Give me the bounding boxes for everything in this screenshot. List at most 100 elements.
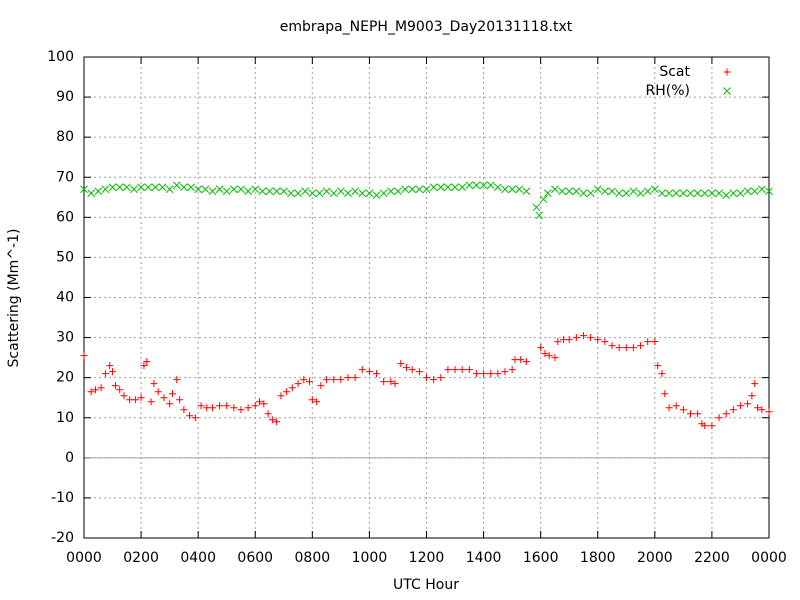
data-point: [180, 183, 188, 192]
data-point: [672, 402, 680, 410]
data-point: [237, 185, 245, 194]
data-point: [201, 185, 210, 194]
x-tick-label: 1400: [466, 550, 502, 566]
data-point: [572, 187, 581, 196]
y-tick-label: 60: [56, 209, 74, 225]
data-point: [539, 195, 548, 204]
data-point: [551, 185, 559, 194]
data-point: [658, 370, 666, 378]
data-point: [551, 354, 559, 362]
data-point: [537, 344, 545, 352]
data-point: [323, 376, 331, 384]
data-point: [379, 189, 388, 198]
data-point: [487, 370, 495, 378]
data-point: [744, 400, 752, 408]
y-tick-label: -10: [51, 490, 74, 506]
data-point: [87, 189, 95, 198]
data-point: [154, 388, 162, 396]
data-point: [397, 360, 405, 368]
data-point: [708, 189, 716, 198]
data-point: [708, 422, 716, 430]
data-point: [187, 183, 195, 192]
data-point: [337, 187, 345, 196]
data-point: [186, 412, 194, 420]
data-point: [294, 189, 302, 198]
data-point: [106, 362, 114, 370]
data-point: [305, 378, 313, 386]
data-point: [545, 352, 553, 360]
y-tick-label: 100: [47, 49, 74, 65]
data-point: [256, 398, 264, 406]
data-point: [391, 380, 399, 388]
data-point: [373, 370, 381, 378]
data-point: [111, 382, 119, 390]
data-point: [272, 187, 281, 196]
data-point: [687, 410, 695, 418]
legend-label: Scat: [659, 64, 690, 80]
data-point: [358, 189, 367, 198]
data-point: [501, 185, 509, 194]
data-point: [386, 187, 395, 196]
data-point: [601, 187, 609, 196]
data-point: [283, 388, 291, 396]
y-tick-label: 80: [56, 129, 74, 145]
data-point: [80, 352, 88, 360]
data-point: [486, 181, 495, 190]
data-point: [423, 374, 430, 382]
data-point: [168, 390, 176, 398]
data-point: [679, 406, 687, 414]
x-tick-label: 0800: [295, 550, 331, 566]
data-point: [265, 187, 274, 196]
data-point: [387, 378, 395, 386]
data-point: [158, 183, 167, 192]
data-point: [308, 396, 316, 404]
data-point: [579, 189, 588, 198]
data-point: [237, 406, 245, 414]
data-point: [330, 376, 338, 384]
y-axis-label: Scattering (Mm^-1): [6, 229, 22, 368]
data-point: [147, 398, 155, 406]
data-point: [494, 183, 502, 192]
data-point: [116, 386, 124, 394]
x-tick-label: 0000: [751, 550, 787, 566]
data-point: [715, 414, 723, 422]
data-point: [729, 406, 737, 414]
data-point: [751, 380, 759, 388]
data-point: [665, 404, 673, 412]
data-point: [517, 356, 525, 364]
data-point: [131, 396, 139, 404]
data-point: [151, 183, 160, 192]
data-point: [522, 358, 530, 366]
data-point: [508, 366, 516, 374]
data-point: [365, 368, 373, 376]
data-point: [251, 402, 259, 410]
data-point: [586, 189, 595, 198]
data-point: [754, 404, 762, 412]
data-point: [451, 366, 459, 374]
data-point: [288, 384, 296, 392]
plot-frame: [83, 56, 770, 539]
x-tick-label: 0400: [180, 550, 216, 566]
data-point: [260, 400, 268, 408]
data-point: [264, 410, 272, 418]
data-point: [651, 338, 659, 346]
data-point: [344, 374, 352, 382]
y-tick-label: 20: [56, 370, 74, 386]
y-tick-label: -20: [51, 530, 74, 546]
legend-label: RH(%): [646, 83, 690, 99]
data-point: [143, 358, 151, 366]
data-point: [109, 368, 117, 376]
data-point: [315, 189, 324, 198]
data-point: [654, 362, 662, 370]
data-point: [313, 398, 321, 406]
data-point: [172, 181, 181, 190]
data-point: [543, 189, 552, 198]
data-point: [279, 187, 288, 196]
data-point: [144, 183, 153, 192]
data-point: [229, 185, 238, 194]
data-point: [615, 189, 624, 198]
data-point: [122, 183, 131, 192]
x-tick-label: 2000: [637, 550, 673, 566]
data-point: [277, 392, 285, 400]
